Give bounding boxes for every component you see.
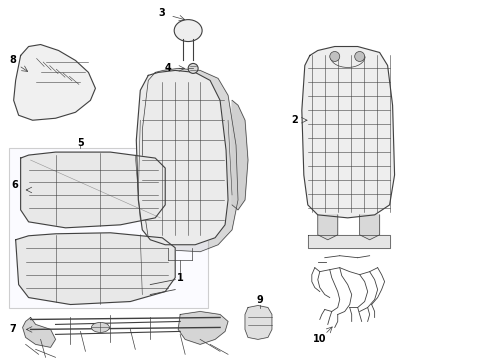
Text: 3: 3: [159, 8, 166, 18]
Polygon shape: [136, 71, 228, 245]
Polygon shape: [302, 46, 394, 218]
Text: 5: 5: [77, 138, 84, 148]
Polygon shape: [308, 235, 390, 248]
Polygon shape: [178, 311, 228, 345]
Polygon shape: [245, 306, 272, 339]
Ellipse shape: [92, 323, 109, 332]
Text: 8: 8: [9, 55, 16, 66]
Text: 10: 10: [313, 334, 326, 345]
Text: 6: 6: [11, 180, 18, 190]
Circle shape: [188, 63, 198, 73]
Polygon shape: [16, 233, 175, 305]
Polygon shape: [232, 100, 248, 210]
Text: 1: 1: [177, 273, 184, 283]
Text: 9: 9: [257, 294, 263, 305]
Polygon shape: [21, 152, 165, 228]
Polygon shape: [360, 215, 380, 240]
Circle shape: [330, 51, 340, 62]
Polygon shape: [23, 318, 55, 347]
Ellipse shape: [174, 20, 202, 41]
Text: 2: 2: [292, 115, 298, 125]
Polygon shape: [318, 215, 338, 240]
Polygon shape: [142, 68, 238, 252]
Text: 4: 4: [165, 63, 172, 73]
FancyBboxPatch shape: [9, 148, 208, 307]
Circle shape: [355, 51, 365, 62]
Text: 7: 7: [9, 324, 16, 334]
Polygon shape: [14, 45, 96, 120]
